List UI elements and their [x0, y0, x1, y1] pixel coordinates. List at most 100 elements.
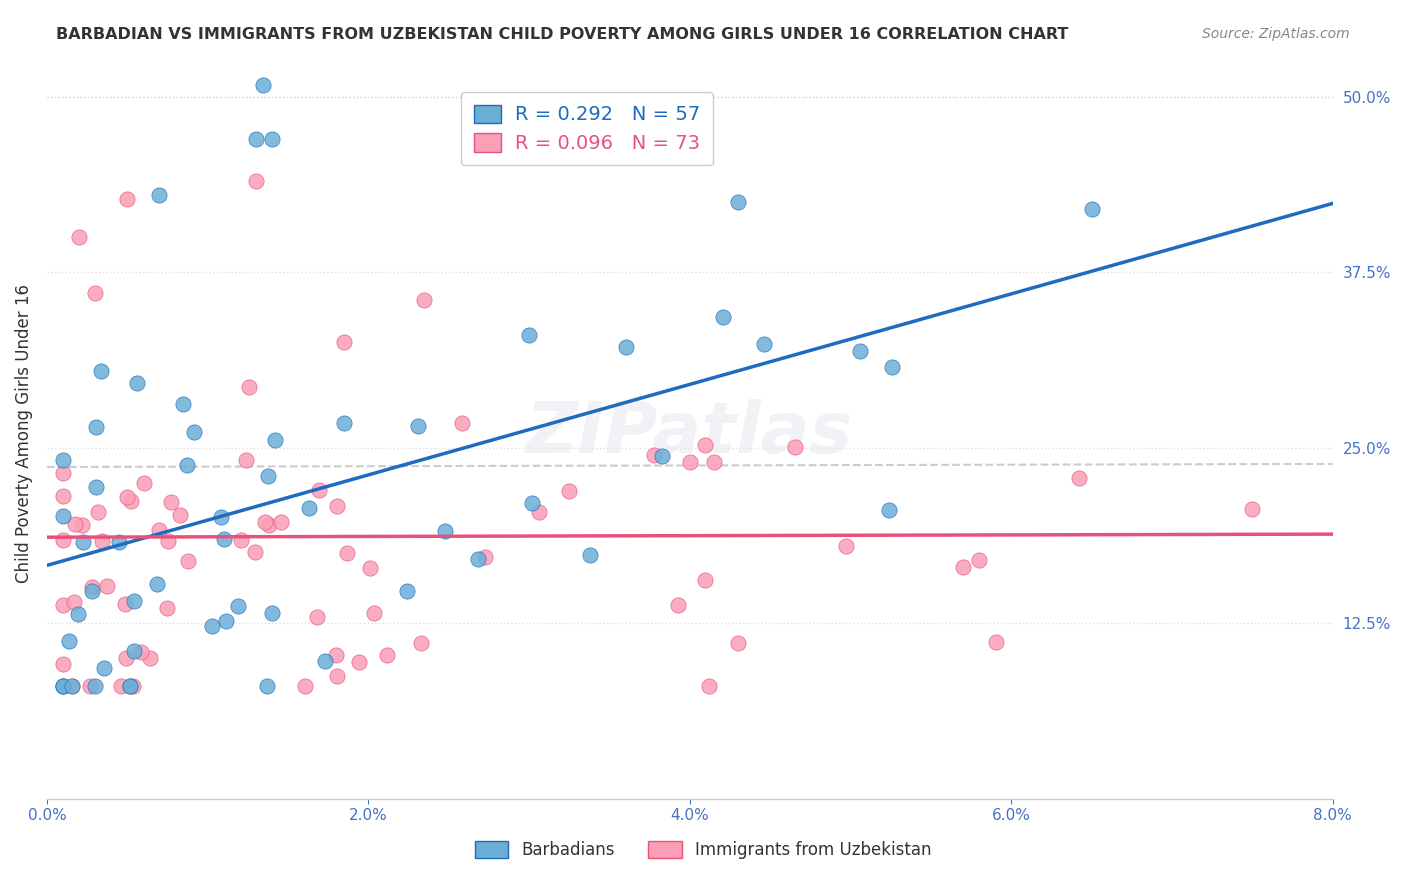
Barbadians: [332, 416, 354, 430]
Barbadians: [579, 548, 602, 562]
Barbadians: [245, 132, 267, 146]
Immigrants from Uzbekistan: [333, 335, 356, 350]
Immigrants from Uzbekistan: [375, 648, 398, 663]
Immigrants from Uzbekistan: [693, 573, 716, 587]
Immigrants from Uzbekistan: [148, 524, 170, 538]
Barbadians: [406, 419, 429, 434]
Immigrants from Uzbekistan: [115, 193, 138, 207]
Barbadians: [176, 458, 198, 472]
Barbadians: [146, 576, 169, 591]
Immigrants from Uzbekistan: [82, 580, 104, 594]
Immigrants from Uzbekistan: [231, 533, 253, 548]
Immigrants from Uzbekistan: [243, 545, 266, 559]
Immigrants from Uzbekistan: [235, 452, 257, 467]
Immigrants from Uzbekistan: [411, 636, 433, 650]
Barbadians: [201, 618, 224, 632]
Immigrants from Uzbekistan: [96, 579, 118, 593]
Barbadians: [209, 510, 232, 524]
Barbadians: [262, 607, 284, 621]
Barbadians: [80, 583, 103, 598]
Immigrants from Uzbekistan: [79, 680, 101, 694]
Immigrants from Uzbekistan: [666, 599, 689, 613]
Immigrants from Uzbekistan: [52, 467, 75, 481]
Immigrants from Uzbekistan: [703, 455, 725, 469]
Barbadians: [93, 661, 115, 675]
Immigrants from Uzbekistan: [254, 516, 277, 530]
Barbadians: [651, 449, 673, 463]
Immigrants from Uzbekistan: [70, 517, 93, 532]
Immigrants from Uzbekistan: [115, 490, 138, 504]
Text: ZIPatlas: ZIPatlas: [526, 399, 853, 468]
Immigrants from Uzbekistan: [359, 561, 381, 575]
Barbadians: [517, 328, 540, 343]
Barbadians: [183, 425, 205, 439]
Barbadians: [58, 633, 80, 648]
Immigrants from Uzbekistan: [727, 636, 749, 650]
Barbadians: [877, 502, 900, 516]
Barbadians: [90, 364, 112, 378]
Immigrants from Uzbekistan: [697, 680, 720, 694]
Barbadians: [215, 615, 238, 629]
Barbadians: [252, 78, 274, 92]
Immigrants from Uzbekistan: [160, 495, 183, 509]
Immigrants from Uzbekistan: [363, 606, 385, 620]
Immigrants from Uzbekistan: [294, 680, 316, 694]
Barbadians: [148, 188, 170, 202]
Barbadians: [52, 508, 75, 523]
Text: BARBADIAN VS IMMIGRANTS FROM UZBEKISTAN CHILD POVERTY AMONG GIRLS UNDER 16 CORRE: BARBADIAN VS IMMIGRANTS FROM UZBEKISTAN …: [56, 27, 1069, 42]
Immigrants from Uzbekistan: [120, 493, 142, 508]
Barbadians: [1080, 202, 1102, 216]
Barbadians: [60, 680, 83, 694]
Immigrants from Uzbekistan: [785, 440, 807, 454]
Immigrants from Uzbekistan: [238, 380, 260, 394]
Immigrants from Uzbekistan: [834, 539, 856, 553]
Immigrants from Uzbekistan: [60, 680, 83, 694]
Barbadians: [264, 433, 287, 447]
Barbadians: [711, 310, 734, 325]
Immigrants from Uzbekistan: [325, 648, 347, 662]
Barbadians: [434, 524, 457, 539]
Immigrants from Uzbekistan: [91, 534, 114, 549]
Barbadians: [108, 535, 131, 549]
Barbadians: [52, 680, 75, 694]
Barbadians: [118, 680, 141, 694]
Y-axis label: Child Poverty Among Girls Under 16: Child Poverty Among Girls Under 16: [15, 285, 32, 583]
Barbadians: [84, 680, 107, 694]
Barbadians: [520, 496, 543, 510]
Immigrants from Uzbekistan: [245, 174, 267, 188]
Immigrants from Uzbekistan: [270, 515, 292, 529]
Legend: Barbadians, Immigrants from Uzbekistan: Barbadians, Immigrants from Uzbekistan: [468, 834, 938, 866]
Immigrants from Uzbekistan: [52, 489, 75, 503]
Barbadians: [260, 132, 283, 146]
Immigrants from Uzbekistan: [347, 655, 370, 669]
Immigrants from Uzbekistan: [63, 516, 86, 531]
Barbadians: [84, 480, 107, 494]
Immigrants from Uzbekistan: [643, 448, 665, 462]
Barbadians: [727, 194, 749, 209]
Immigrants from Uzbekistan: [326, 500, 349, 514]
Immigrants from Uzbekistan: [326, 668, 349, 682]
Barbadians: [72, 534, 94, 549]
Barbadians: [67, 607, 90, 621]
Barbadians: [124, 644, 146, 658]
Immigrants from Uzbekistan: [132, 475, 155, 490]
Immigrants from Uzbekistan: [1241, 502, 1264, 516]
Immigrants from Uzbekistan: [156, 600, 179, 615]
Immigrants from Uzbekistan: [450, 416, 472, 430]
Barbadians: [172, 397, 194, 411]
Immigrants from Uzbekistan: [336, 546, 359, 560]
Barbadians: [614, 340, 637, 354]
Immigrants from Uzbekistan: [52, 657, 75, 671]
Immigrants from Uzbekistan: [110, 680, 132, 694]
Immigrants from Uzbekistan: [1069, 471, 1091, 485]
Immigrants from Uzbekistan: [52, 598, 75, 612]
Barbadians: [848, 343, 870, 358]
Text: Source: ZipAtlas.com: Source: ZipAtlas.com: [1202, 27, 1350, 41]
Immigrants from Uzbekistan: [952, 560, 974, 574]
Immigrants from Uzbekistan: [156, 534, 179, 549]
Immigrants from Uzbekistan: [114, 597, 136, 611]
Immigrants from Uzbekistan: [305, 610, 328, 624]
Immigrants from Uzbekistan: [679, 455, 702, 469]
Barbadians: [298, 501, 321, 516]
Barbadians: [256, 680, 278, 694]
